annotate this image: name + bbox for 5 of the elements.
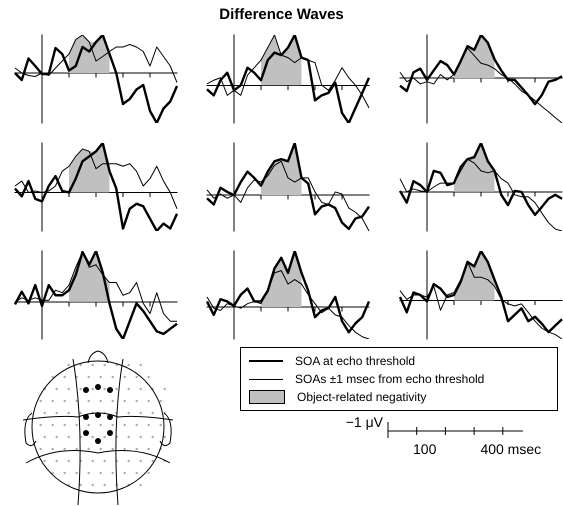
legend-label: SOAs ±1 msec from echo threshold	[295, 372, 484, 386]
text: Difference Waves	[218, 6, 345, 23]
legend-label: Object-related negativity	[297, 390, 426, 404]
legend-label: SOA at echo threshold	[295, 354, 416, 368]
scale-bar: −1 μV 100 400 msec	[338, 414, 563, 459]
